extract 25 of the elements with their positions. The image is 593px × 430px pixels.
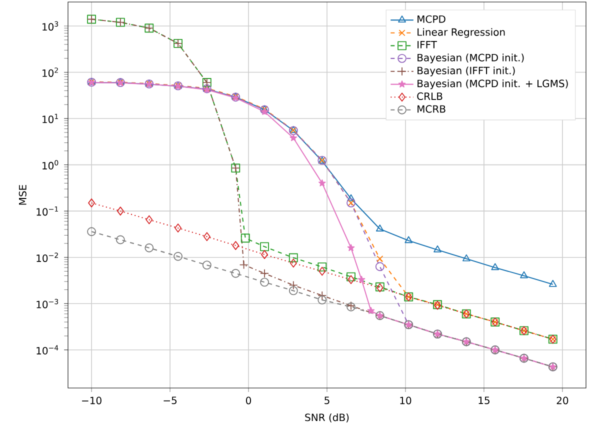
y-tick-label: 10$^{3}$ [42,21,58,31]
x-tick-label: 20 [556,396,568,404]
legend-label: MCPD [418,15,446,23]
y-tick-label: 10$^{−4}$ [36,345,58,355]
x-axis-title: SNR (dB) [305,413,349,422]
y-axis-title: MSE [18,185,26,205]
x-tick-label: 15 [478,396,490,404]
legend-label: Bayesian (MCPD init. + LGMS) [418,80,568,90]
legend-label: MCRB [418,105,446,113]
legend-label: Bayesian (MCPD init.) [418,54,524,64]
y-tick-label: 10$^{−1}$ [36,206,58,216]
y-tick-label: 10$^{2}$ [42,68,58,77]
legend-label: Linear Regression [418,28,505,38]
x-tick-label: −5 [164,396,177,404]
y-tick-label: 10$^{−2}$ [36,252,58,262]
legend-label: IFFT [418,41,438,48]
x-tick-label: 0 [246,396,252,404]
x-tick-label: 5 [324,396,330,404]
y-tick-label: 10$^{0}$ [42,160,58,170]
x-tick-label: −10 [82,396,102,404]
y-tick-label: 10$^{−3}$ [36,298,58,308]
legend-label: CRLB [417,92,442,100]
legend-label: Bayesian (IFFT init.) [418,66,515,76]
y-tick-label: 10$^{1}$ [42,114,58,124]
x-tick-label: 10 [400,396,412,404]
